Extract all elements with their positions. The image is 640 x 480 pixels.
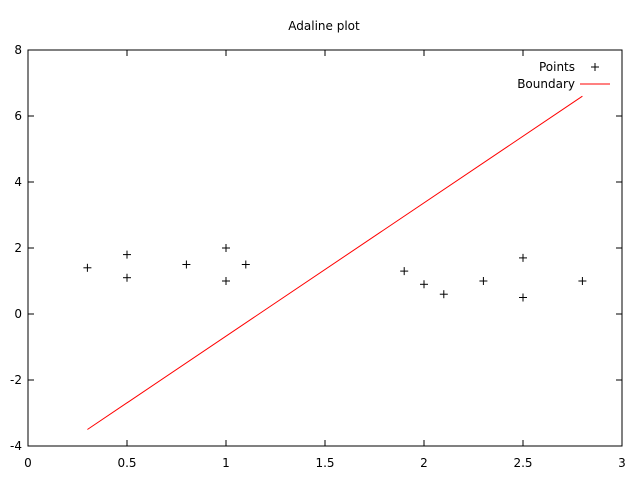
data-point-plus-marker	[519, 293, 527, 302]
data-point-plus-marker	[578, 277, 587, 285]
x-tick-label: 1	[222, 456, 230, 470]
data-point-plus-marker	[241, 260, 250, 269]
y-tick-label: 0	[14, 307, 22, 321]
legend-label-boundary: Boundary	[517, 77, 575, 91]
y-tick-label: 8	[14, 43, 22, 57]
data-point-plus-marker	[222, 244, 230, 252]
x-tick-label: 2.5	[513, 456, 532, 470]
data-point-plus-marker	[123, 273, 131, 282]
data-point-plus-marker	[83, 263, 92, 272]
y-tick-label: 4	[14, 175, 22, 189]
chart-title: Adaline plot	[288, 19, 360, 33]
legend-label-points: Points	[539, 60, 575, 74]
y-tick-label: -2	[10, 373, 22, 387]
data-point-plus-marker	[519, 253, 527, 262]
legend: Points Boundary	[517, 60, 610, 91]
data-point-plus-marker	[182, 260, 191, 269]
data-point-plus-marker	[439, 290, 448, 299]
x-tick-label: 3	[618, 456, 626, 470]
data-point-plus-marker	[400, 267, 409, 276]
series-points	[83, 244, 587, 302]
x-tick-label: 0.5	[117, 456, 136, 470]
x-tick-label: 1.5	[315, 456, 334, 470]
data-point-plus-marker	[222, 277, 230, 285]
data-point-plus-marker	[479, 277, 488, 285]
data-point-plus-marker	[420, 280, 428, 289]
axes-layer: 0 0.5 1 1.5 2 2.5 3 -4 -2 0 2 4 6 8	[10, 43, 626, 470]
series-layer	[83, 95, 587, 430]
boundary-line	[87, 95, 583, 430]
data-point-plus-marker	[123, 250, 131, 259]
x-tick-label: 2	[420, 456, 428, 470]
y-tick-label: -4	[10, 439, 22, 453]
x-tick-label: 0	[24, 456, 32, 470]
y-tick-label: 6	[14, 109, 22, 123]
y-tick-label: 2	[14, 241, 22, 255]
series-boundary	[87, 95, 583, 430]
